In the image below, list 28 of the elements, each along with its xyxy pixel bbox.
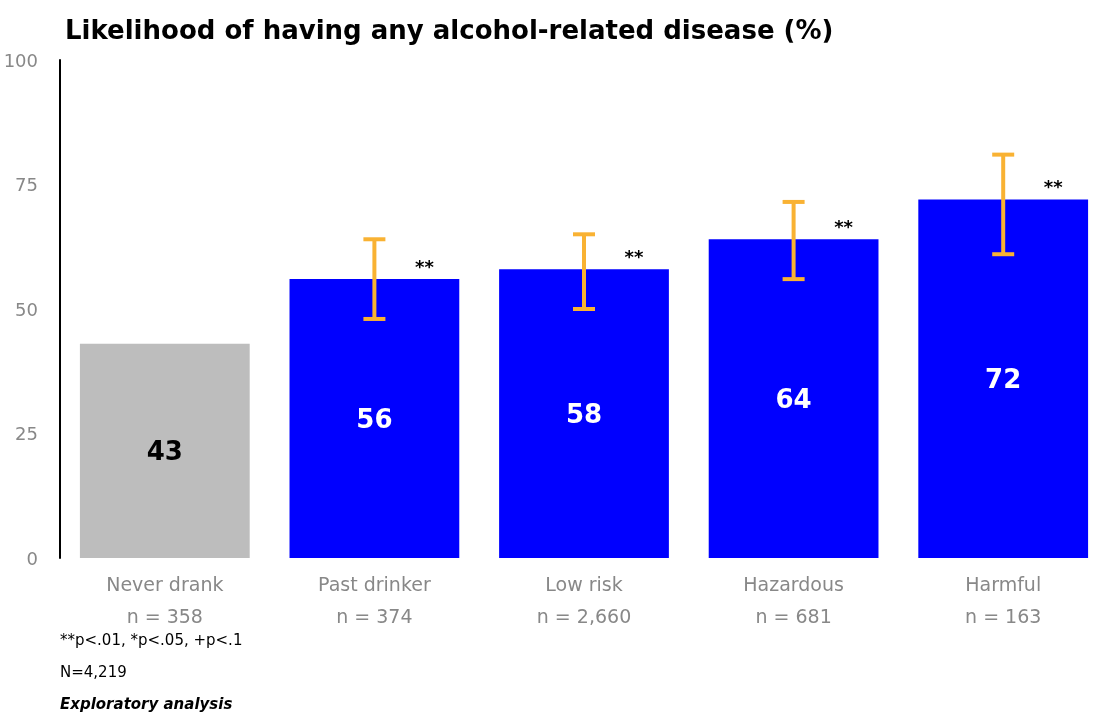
y-tick-label: 50	[15, 298, 38, 320]
text: **p<.01, *p<.05, +p<.1	[60, 630, 243, 649]
y-tick-label: 75	[15, 174, 38, 195]
bar	[79, 343, 250, 558]
annotation: **	[1043, 175, 1064, 197]
x-tick-label: Past drinker n = 374	[318, 573, 431, 627]
data-label: 72	[985, 363, 1022, 394]
x-tick-label: Hazardous n = 681	[743, 573, 844, 627]
bar	[918, 199, 1089, 558]
y-tick-label: 100	[3, 49, 38, 71]
annotation: **	[414, 255, 435, 277]
bar	[499, 269, 669, 558]
data-label: 56	[356, 403, 393, 434]
bar	[289, 279, 460, 558]
chart-title: Likelihood of having any alcohol-related disease (%)	[65, 15, 834, 45]
annotation: **	[834, 215, 854, 237]
data-label: 64	[775, 383, 812, 414]
y-tick-label: 25	[15, 423, 38, 444]
bar	[708, 239, 879, 558]
annotation: **	[624, 245, 644, 267]
data-label: 58	[565, 398, 603, 429]
x-tick-label: Low risk n = 2,660	[536, 573, 632, 627]
y-tick-label: 0	[26, 547, 38, 569]
text: Exploratory analysis	[60, 694, 233, 713]
text: N=4,219	[60, 662, 127, 681]
x-tick-label: Never drank n = 358	[106, 573, 224, 627]
x-tick-label: Harmful n = 163	[965, 573, 1042, 627]
data-label: 43	[146, 435, 183, 466]
